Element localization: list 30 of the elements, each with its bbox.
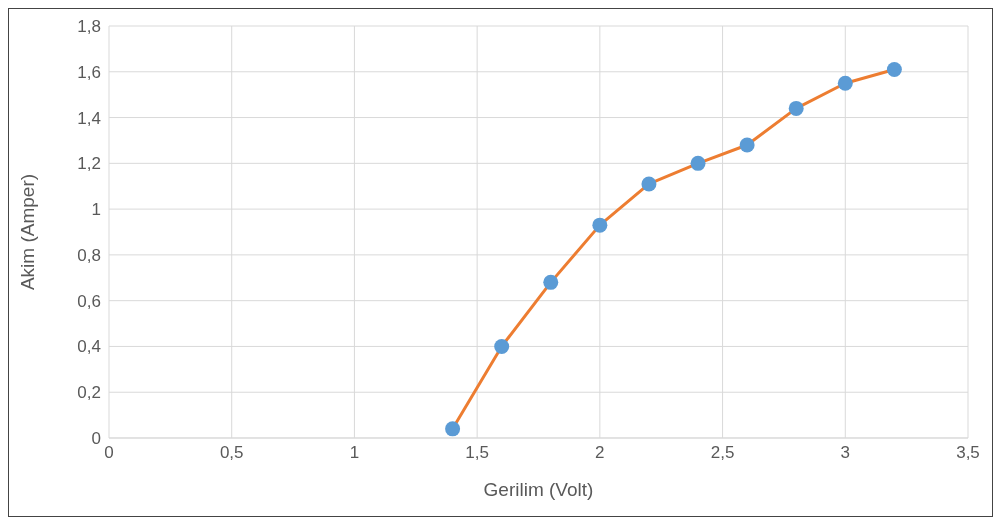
y-tick-label: 0 — [91, 429, 101, 449]
point — [592, 217, 608, 233]
x-tick-label: 0 — [104, 443, 114, 463]
y-tick-label: 1,2 — [77, 154, 101, 174]
point — [788, 100, 804, 116]
point — [641, 176, 657, 192]
point — [445, 421, 461, 437]
x-tick-label: 3,5 — [956, 443, 980, 463]
x-tick-label: 1,5 — [465, 443, 489, 463]
y-tick-label: 1,6 — [77, 62, 101, 82]
point — [494, 338, 510, 354]
y-tick-label: 0,4 — [77, 337, 101, 357]
y-tick-label: 0,8 — [77, 245, 101, 265]
x-tick-label: 2,5 — [710, 443, 735, 463]
y-tick-label: 0,6 — [77, 291, 101, 311]
x-tick-label: 1 — [349, 443, 360, 463]
y-axis-title: Akim (Amper) — [16, 173, 38, 291]
point — [837, 75, 853, 91]
point — [739, 137, 755, 153]
x-tick-label: 3 — [840, 443, 851, 463]
y-tick-label: 1,8 — [77, 17, 101, 37]
x-tick-label: 2 — [595, 443, 605, 463]
y-tick-label: 0,2 — [77, 383, 101, 403]
point — [690, 155, 706, 171]
y-tick-label: 1 — [91, 200, 101, 220]
point — [886, 61, 902, 77]
x-axis-title: Gerilim (Volt) — [483, 479, 594, 500]
point — [543, 274, 559, 290]
x-tick-label: 0,5 — [219, 443, 244, 463]
y-tick-label: 1,4 — [77, 108, 101, 128]
